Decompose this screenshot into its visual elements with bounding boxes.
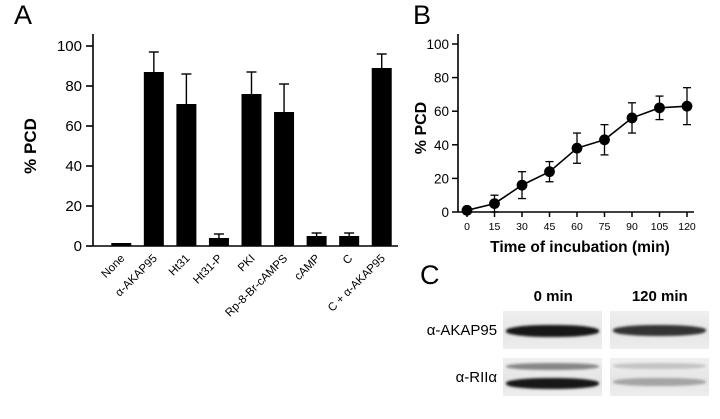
bar <box>241 94 262 246</box>
bar <box>274 112 295 246</box>
x-tick-label: None <box>99 253 127 281</box>
blot-band <box>613 363 707 370</box>
blot-header-120min: 120 min <box>631 288 688 305</box>
y-tick-label: 20 <box>65 198 82 215</box>
x-tick-label: cAMP <box>293 252 323 282</box>
data-point <box>489 198 500 210</box>
data-point <box>571 142 583 154</box>
panel-a-letter: A <box>14 0 33 30</box>
x-tick-label: 45 <box>544 221 556 233</box>
y-tick-label: 0 <box>74 238 82 255</box>
x-tick-label: C + α-AKAP95 <box>326 253 388 315</box>
blot-band <box>506 363 600 371</box>
data-point <box>461 204 473 216</box>
panel-b-letter: B <box>413 0 432 30</box>
x-tick-label: C <box>341 253 355 267</box>
blot-band <box>613 377 707 386</box>
data-point <box>544 166 555 178</box>
blot-row: α-AKAP95 <box>412 311 717 349</box>
y-axis-label: % PCD <box>21 118 40 174</box>
blot-header-0min: 0 min <box>533 288 573 305</box>
blot-row-label: α-RIIα <box>455 368 498 386</box>
x-tick-label: 90 <box>626 221 638 233</box>
data-point <box>681 100 693 112</box>
blot-row-label: α-AKAP95 <box>426 321 498 339</box>
panel-c-letter: C <box>420 260 440 290</box>
x-tick-label: 75 <box>599 221 611 233</box>
data-point <box>654 102 665 114</box>
line-chart-panel-b: 0 20 40 60 80 100 0 15 30 45 60 75 90 105 120 % PCD Time… <box>413 34 696 256</box>
y-tick-label: 40 <box>434 138 449 153</box>
blot-band <box>506 377 600 389</box>
y-tick-label: 80 <box>434 71 449 86</box>
x-tick-label: Rp-8-Br-cAMPS <box>223 252 290 319</box>
x-tick-label: Ht31 <box>167 253 193 279</box>
blot-band <box>613 325 707 337</box>
x-tick-label: 120 <box>678 221 696 233</box>
x-tick-label: 0 <box>464 221 470 233</box>
x-tick-label: 60 <box>571 221 583 233</box>
bar <box>111 243 132 246</box>
blot-lane <box>503 358 603 396</box>
blot-lane <box>610 311 709 349</box>
data-point <box>626 112 638 124</box>
data-point <box>599 134 610 146</box>
y-tick-label: 100 <box>426 37 449 52</box>
y-tick-label: 80 <box>65 78 82 95</box>
bar <box>371 68 392 246</box>
y-axis-label: % PCD <box>413 102 430 154</box>
y-tick-label: 40 <box>65 158 82 175</box>
y-tick-label: 100 <box>57 38 82 55</box>
bar <box>143 72 164 246</box>
blot-lane <box>610 358 709 396</box>
x-tick-label: 105 <box>651 221 669 233</box>
x-tick-label: Ht31-P <box>191 252 225 286</box>
data-point <box>516 179 528 191</box>
blot-band <box>506 325 600 338</box>
blot-row: α-RIIα <box>412 358 717 396</box>
blot-lane <box>503 311 603 349</box>
x-tick-label: 15 <box>489 221 501 233</box>
y-tick-label: 20 <box>434 171 449 186</box>
y-tick-label: 60 <box>434 104 449 119</box>
bar <box>306 236 327 246</box>
y-tick-label: 60 <box>65 118 82 135</box>
x-tick-label: 30 <box>516 221 528 233</box>
blot-rows: α-AKAP95 α-RIIα <box>412 311 717 396</box>
bar <box>339 236 360 246</box>
bar <box>176 104 197 246</box>
y-tick-label: 0 <box>441 205 449 220</box>
western-blot-panel-c: 0 min 120 min α-AKAP95 α-RIIα <box>412 262 717 405</box>
x-axis-label: Time of incubation (min) <box>490 239 670 256</box>
x-tick-label: PKI <box>236 253 258 275</box>
bar <box>208 238 229 246</box>
blot-column-headers: 0 min 120 min <box>504 288 717 305</box>
